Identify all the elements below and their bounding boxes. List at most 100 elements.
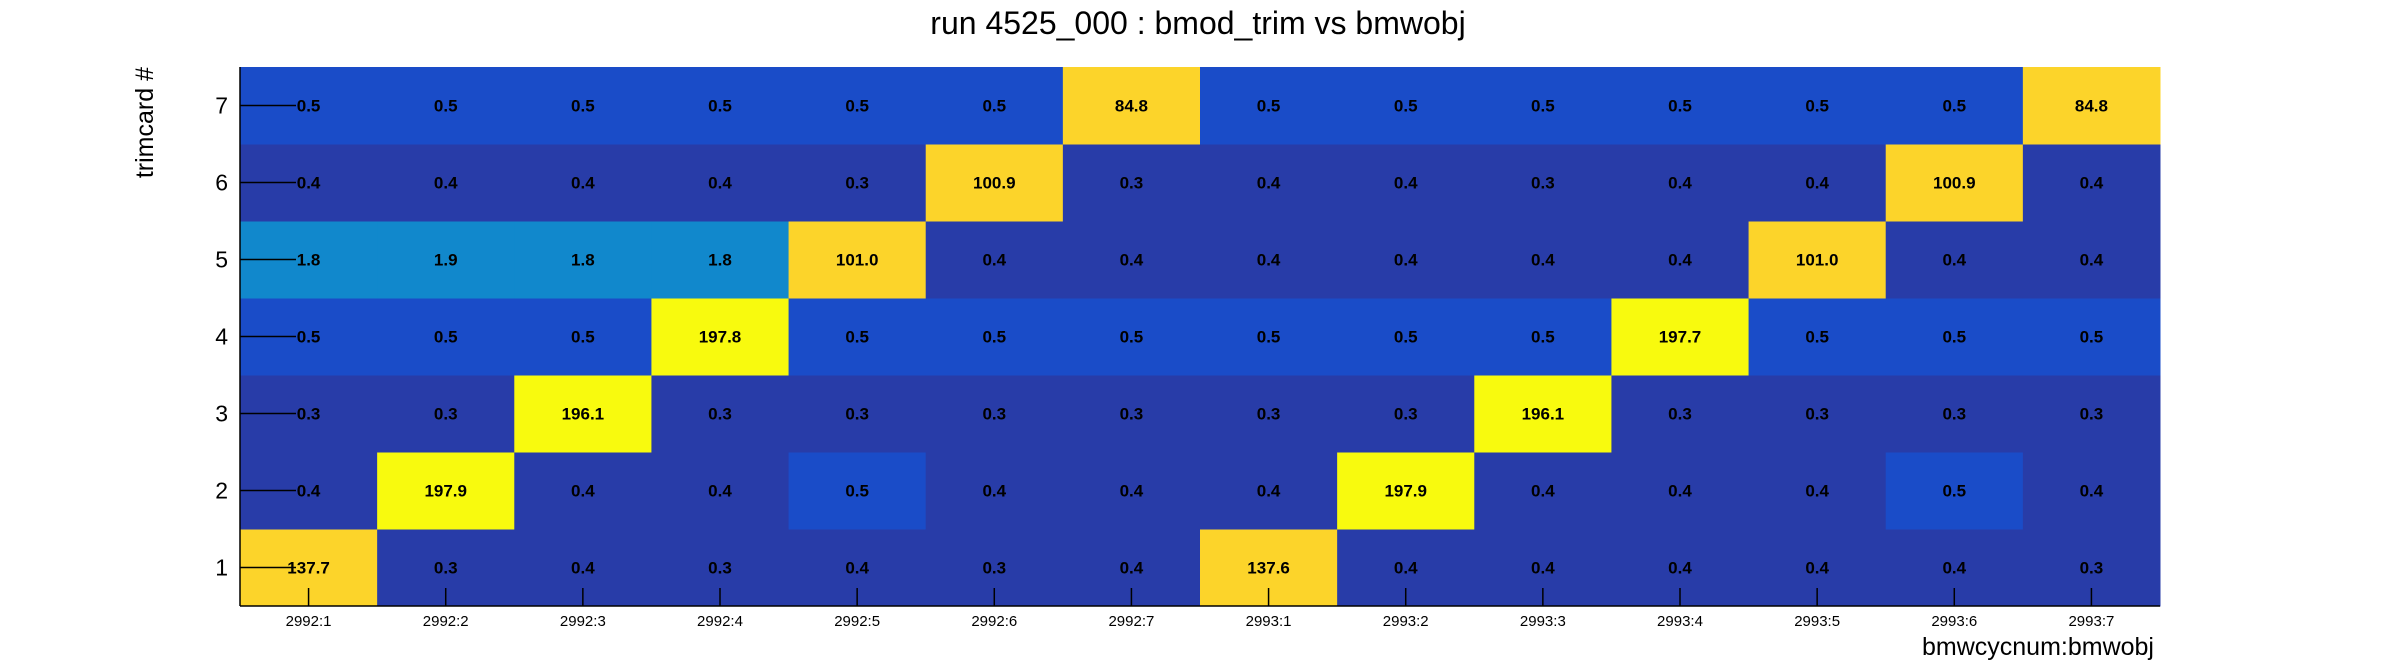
cell-value-label: 0.4 bbox=[1668, 174, 1692, 193]
cell-value-label: 0.3 bbox=[2080, 559, 2104, 578]
cell-value-label: 0.5 bbox=[1805, 97, 1829, 116]
heatmap-cell bbox=[1885, 452, 2024, 530]
cell-value-label: 0.3 bbox=[982, 559, 1006, 578]
heatmap-cell bbox=[1474, 221, 1612, 299]
x-tick-label: 2993:1 bbox=[1246, 613, 1292, 630]
heatmap-cell bbox=[1200, 67, 1338, 145]
cell-value-label: 0.3 bbox=[1394, 405, 1418, 424]
cell-value-label: 0.5 bbox=[845, 482, 869, 501]
x-tick-label: 2992:6 bbox=[971, 613, 1017, 630]
cell-value-label: 0.3 bbox=[2080, 405, 2104, 424]
x-tick-label: 2993:2 bbox=[1383, 613, 1429, 630]
cell-value-label: 0.5 bbox=[845, 97, 869, 116]
cell-value-label: 0.5 bbox=[1805, 328, 1829, 347]
cell-value-label: 100.9 bbox=[973, 174, 1016, 193]
cell-value-label: 0.5 bbox=[434, 97, 458, 116]
y-axis-title: trimcard # bbox=[131, 67, 159, 178]
cell-value-label: 0.4 bbox=[571, 559, 595, 578]
cell-value-label: 0.4 bbox=[1942, 559, 1966, 578]
cell-value-label: 0.3 bbox=[708, 559, 732, 578]
cell-value-label: 0.5 bbox=[1531, 97, 1555, 116]
cell-value-label: 0.5 bbox=[982, 328, 1006, 347]
x-tick-label: 2993:7 bbox=[2068, 613, 2114, 630]
heatmap-cell bbox=[514, 452, 652, 530]
cell-value-label: 0.4 bbox=[1120, 251, 1144, 270]
cell-value-label: 0.3 bbox=[1668, 405, 1692, 424]
cell-value-label: 0.4 bbox=[845, 559, 869, 578]
cell-value-label: 197.8 bbox=[699, 328, 742, 347]
heatmap-cell bbox=[925, 144, 1064, 222]
heatmap-cell bbox=[514, 144, 652, 222]
cell-value-label: 0.5 bbox=[1257, 328, 1281, 347]
x-tick-label: 2993:5 bbox=[1794, 613, 1840, 630]
x-axis-title: bmwcycnum:bmwobj bbox=[1922, 633, 2154, 661]
heatmap-cell bbox=[1337, 452, 1475, 530]
heatmap-cell bbox=[1062, 67, 1201, 145]
heatmap-cell bbox=[925, 298, 1064, 376]
y-tick-label: 6 bbox=[215, 170, 228, 196]
cell-value-label: 0.3 bbox=[297, 405, 321, 424]
cell-value-label: 137.7 bbox=[287, 559, 330, 578]
cell-value-label: 0.5 bbox=[845, 328, 869, 347]
heatmap-cell bbox=[788, 144, 927, 222]
y-tick-label: 5 bbox=[215, 247, 228, 273]
cell-value-label: 0.4 bbox=[571, 174, 595, 193]
heatmap-cell bbox=[377, 298, 515, 376]
y-tick-label: 4 bbox=[215, 324, 228, 350]
heatmap-cell bbox=[2022, 375, 2161, 453]
cell-value-label: 0.5 bbox=[571, 97, 595, 116]
heatmap-cell bbox=[2022, 144, 2161, 222]
cell-value-label: 197.7 bbox=[1659, 328, 1702, 347]
heatmap-cell bbox=[377, 67, 515, 145]
cell-value-label: 0.5 bbox=[1942, 482, 1966, 501]
cell-value-label: 0.3 bbox=[1120, 174, 1144, 193]
cell-value-label: 0.4 bbox=[1531, 559, 1555, 578]
cell-value-label: 0.4 bbox=[1805, 174, 1829, 193]
cell-value-label: 0.3 bbox=[1531, 174, 1555, 193]
cell-value-label: 0.3 bbox=[982, 405, 1006, 424]
heatmap-cell bbox=[1474, 67, 1612, 145]
cell-value-label: 0.4 bbox=[1120, 559, 1144, 578]
cell-value-label: 0.5 bbox=[297, 97, 321, 116]
cell-value-label: 137.6 bbox=[1247, 559, 1290, 578]
cell-value-label: 0.4 bbox=[1394, 174, 1418, 193]
cell-value-label: 0.4 bbox=[1531, 251, 1555, 270]
cell-value-label: 0.3 bbox=[1120, 405, 1144, 424]
cell-value-label: 0.3 bbox=[1257, 405, 1281, 424]
heatmap-cell bbox=[1748, 221, 1887, 299]
heatmap-cell bbox=[925, 375, 1064, 453]
chart-title: run 4525_000 : bmod_trim vs bmwobj bbox=[930, 5, 1465, 41]
heatmap-cell bbox=[1885, 375, 2024, 453]
cell-value-label: 0.4 bbox=[982, 482, 1006, 501]
cell-value-label: 0.4 bbox=[1257, 251, 1281, 270]
heatmap-cell bbox=[788, 375, 927, 453]
cell-value-label: 0.5 bbox=[1394, 328, 1418, 347]
cell-value-label: 0.4 bbox=[297, 482, 321, 501]
heatmap-cell bbox=[1885, 67, 2024, 145]
cell-value-label: 196.1 bbox=[1522, 405, 1565, 424]
cell-value-label: 101.0 bbox=[836, 251, 879, 270]
heatmap-cell bbox=[1337, 298, 1475, 376]
cell-value-label: 0.4 bbox=[571, 482, 595, 501]
heatmap-cell bbox=[1337, 375, 1475, 453]
heatmap-cell bbox=[1474, 298, 1612, 376]
cell-value-label: 0.5 bbox=[1120, 328, 1144, 347]
heatmap-cell bbox=[1200, 221, 1338, 299]
heatmap-cell bbox=[1611, 298, 1750, 376]
heatmap-cell bbox=[1337, 221, 1475, 299]
heatmap-cell bbox=[514, 375, 652, 453]
cell-value-label: 0.4 bbox=[1668, 251, 1692, 270]
cell-value-label: 0.3 bbox=[434, 559, 458, 578]
heatmap-cell bbox=[1885, 144, 2024, 222]
cell-value-label: 0.4 bbox=[1394, 559, 1418, 578]
x-tick-label: 2992:4 bbox=[697, 613, 743, 630]
cell-value-label: 0.3 bbox=[708, 405, 732, 424]
heatmap-cell bbox=[1748, 298, 1887, 376]
y-tick-label: 3 bbox=[215, 401, 228, 427]
cell-value-label: 1.8 bbox=[571, 251, 595, 270]
cell-value-label: 0.5 bbox=[708, 97, 732, 116]
heatmap-cells bbox=[240, 67, 2161, 607]
y-tick-label: 1 bbox=[215, 555, 228, 581]
cell-value-label: 0.5 bbox=[1942, 328, 1966, 347]
